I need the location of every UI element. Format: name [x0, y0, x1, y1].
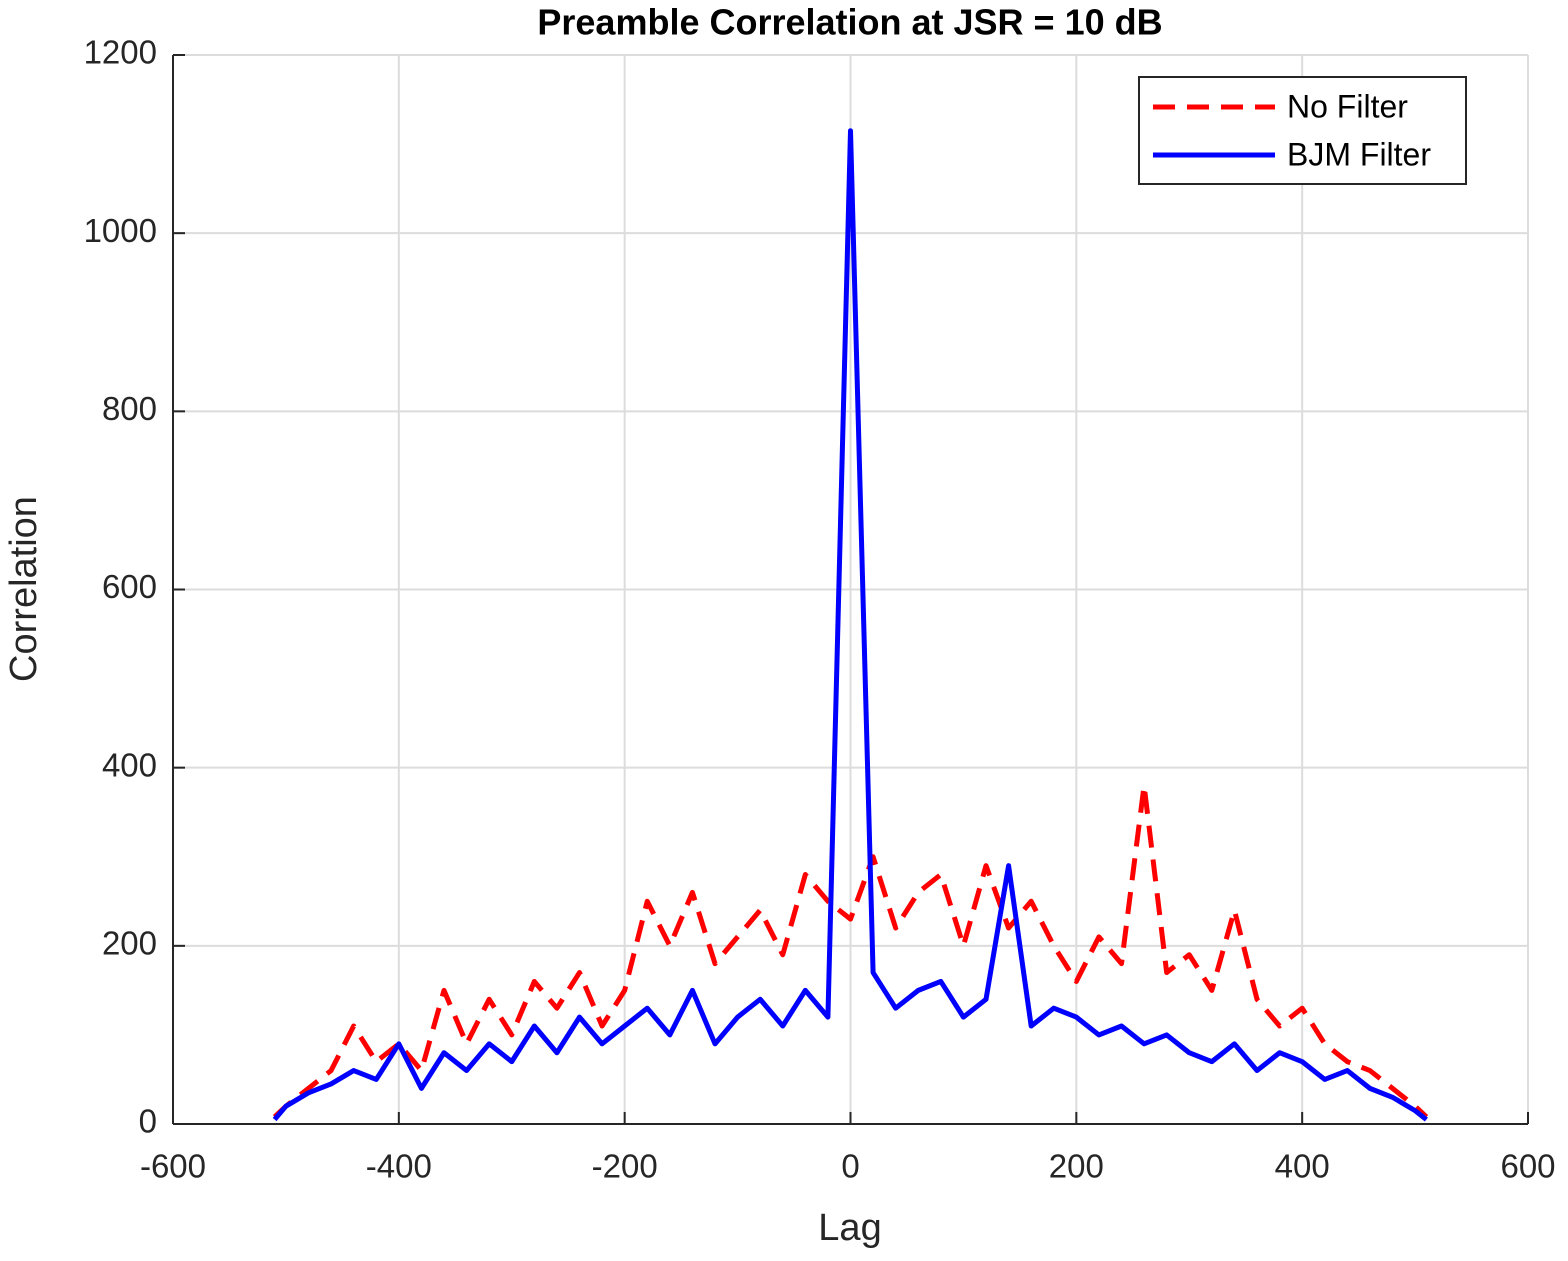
x-tick-label: 200 — [1049, 1148, 1104, 1185]
x-tick-label: 0 — [841, 1148, 859, 1185]
data-line — [272, 782, 1429, 1119]
legend-label: No Filter — [1287, 88, 1408, 124]
y-axis-label: Correlation — [3, 496, 45, 682]
y-tick-label: 200 — [102, 925, 157, 962]
x-tick-label: -200 — [592, 1148, 658, 1185]
legend-box — [1138, 76, 1467, 185]
y-tick-label: 400 — [102, 746, 157, 783]
x-tick-label: 600 — [1500, 1148, 1555, 1185]
legend-label: BJM Filter — [1287, 136, 1431, 172]
y-tick-label: 800 — [102, 390, 157, 427]
y-tick-label: 1200 — [84, 34, 157, 71]
x-axis-label: Lag — [818, 1207, 881, 1249]
y-tick-label: 1000 — [84, 212, 157, 249]
data-line — [272, 128, 1428, 1122]
x-tick-label: -400 — [366, 1148, 432, 1185]
x-tick-label: -600 — [140, 1148, 206, 1185]
y-tick-label: 0 — [139, 1103, 157, 1140]
y-tick-label: 600 — [102, 568, 157, 605]
x-tick-label: 400 — [1275, 1148, 1330, 1185]
chart-title: Preamble Correlation at JSR = 10 dB — [537, 2, 1162, 43]
